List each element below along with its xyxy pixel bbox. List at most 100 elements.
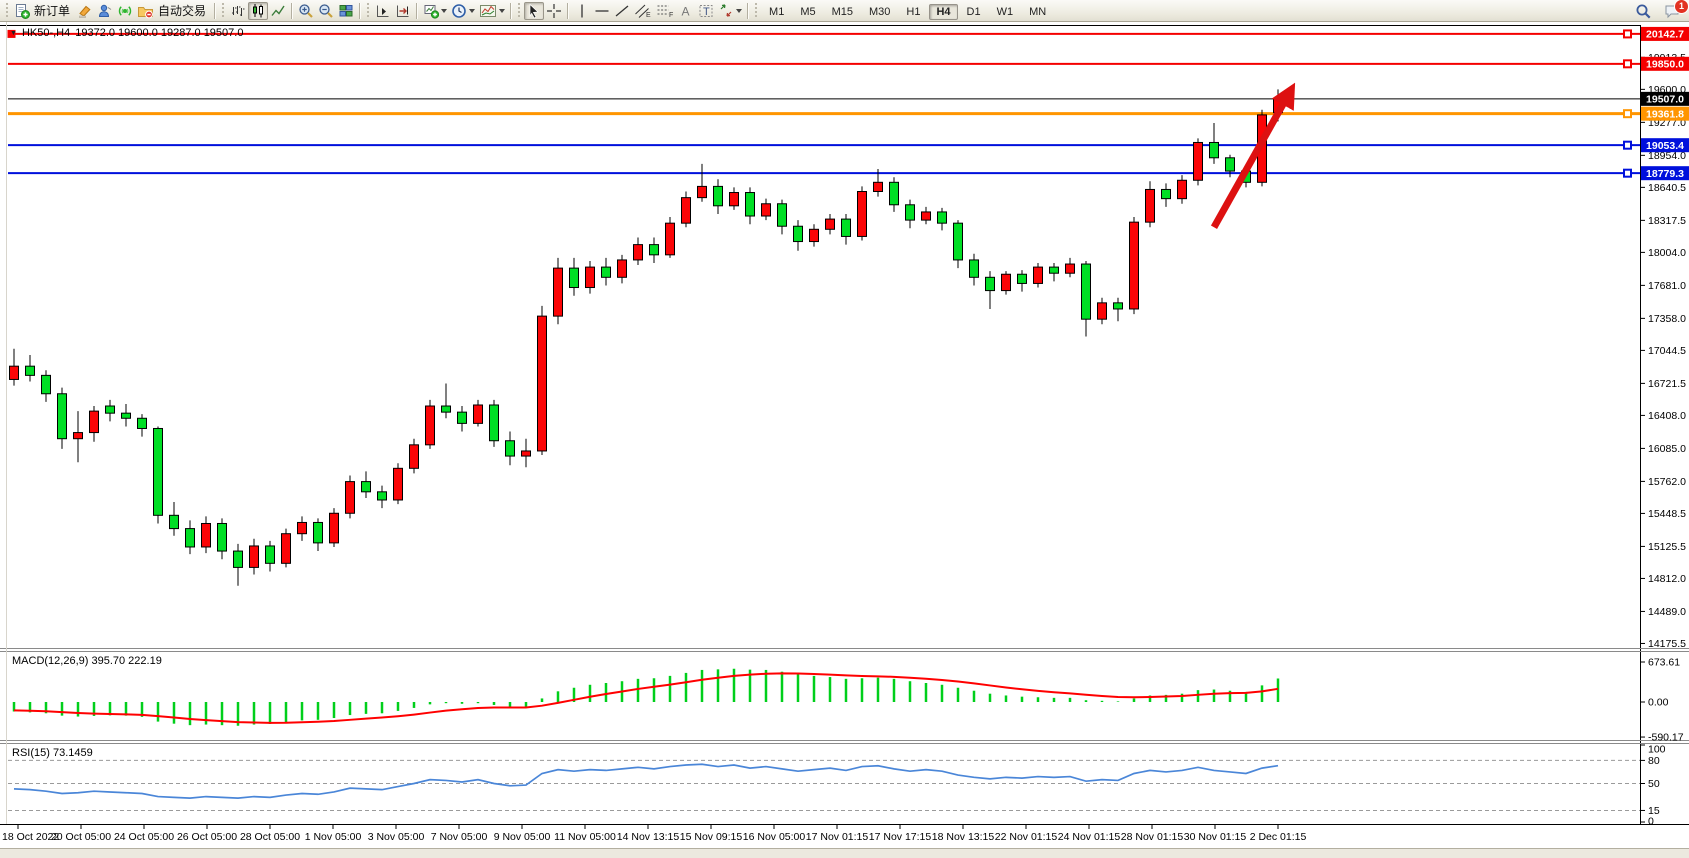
signals-button[interactable] [115,2,135,20]
chart-autoscroll-button[interactable] [393,2,413,20]
cursor-tool-button[interactable] [524,1,545,20]
hline-20142.7[interactable] [7,29,1640,39]
trend-arrow-annotation[interactable] [1210,82,1296,229]
horizontal-lines[interactable] [7,29,1640,178]
fibonacci-tool-button[interactable]: F [654,2,676,20]
tile-windows-button[interactable] [336,2,356,20]
svg-text:A: A [682,4,690,18]
crosshair-tool-button[interactable] [544,2,564,20]
candlestick-type-button[interactable] [248,1,269,20]
rsi-line [13,763,1279,799]
zoom-in-button[interactable] [296,2,316,20]
zoom-out-button[interactable] [316,2,336,20]
clock-periods-icon [452,3,466,18]
toolbar-grip[interactable] [5,3,10,18]
timeframe-H4-button[interactable]: H4 [929,3,958,20]
channel-tool-button[interactable]: E [632,2,654,20]
highlighter-button[interactable] [75,2,95,20]
chart-shift-icon [377,5,389,17]
hline-18779.3[interactable] [8,168,1640,178]
toolbar-grip[interactable] [366,3,372,18]
svg-text:24 Oct 05:00: 24 Oct 05:00 [114,831,174,843]
chart-canvas[interactable]: 19913.519600.019277.018954.018640.518317… [0,22,1689,848]
price-tag-19507.0: 19507.0 [1641,91,1689,106]
auto-trading-button[interactable] [135,2,156,20]
macd-indicator-label: MACD(12,26,9) 395.70 222.19 [12,655,162,667]
chart-template-icon [480,4,497,17]
svg-text:16 Nov 05:00: 16 Nov 05:00 [743,831,806,843]
hline-handle[interactable] [1623,109,1632,119]
search-button[interactable] [1633,2,1654,20]
auto-trading-label[interactable]: 自动交易 [158,4,207,18]
hline-19361.8[interactable] [8,109,1640,119]
toolbar-grip[interactable] [221,3,227,18]
timeframe-M1-button[interactable]: M1 [769,5,785,18]
profiles-button[interactable] [95,2,115,20]
chart-area[interactable]: 19913.519600.019277.018954.018640.518317… [0,22,1689,848]
hline-handle[interactable] [1623,59,1632,69]
timeframe-M30-button[interactable]: M30 [869,5,891,18]
toolbar-separator [416,2,419,19]
timeframe-M15-button[interactable]: M15 [831,5,853,18]
timeframe-D1-button[interactable]: D1 [966,5,981,18]
trendline-tool-button[interactable] [612,2,632,20]
svg-text:-590.17: -590.17 [1648,732,1684,744]
hline-handle[interactable] [1623,29,1632,39]
chart-shift-button[interactable] [373,2,393,20]
timeframe-M5-button[interactable]: M5 [800,5,816,18]
price-tag-19053.4: 19053.4 [1641,138,1689,153]
svg-text:22 Nov 01:15: 22 Nov 01:15 [995,831,1058,843]
timeframe-toolbar: M1 M5 M15 M30 H1 H4 D1 W1 MN [761,2,1054,20]
signal-broadcast-icon [118,5,132,16]
templates-dropdown-icon[interactable] [499,8,506,13]
svg-text:20142.7: 20142.7 [1646,29,1684,41]
periods-button[interactable] [449,2,477,20]
hline-handle[interactable] [1623,140,1632,150]
bar-chart-type-button[interactable] [228,2,248,20]
timeframe-H1-button[interactable]: H1 [906,5,921,18]
arrows-dropdown-icon[interactable] [736,8,743,13]
new-chart-button[interactable] [421,2,449,20]
new-chart-icon [424,4,440,19]
timeframe-W1-button[interactable]: W1 [996,5,1014,18]
periods-dropdown-icon[interactable] [469,8,476,13]
chart-collapse-icon[interactable]: ▼ [10,29,17,37]
hline-handle[interactable] [1623,168,1632,178]
toolbar-grip[interactable] [517,3,523,18]
svg-text:26 Oct 05:00: 26 Oct 05:00 [177,831,237,843]
svg-text:7 Nov 05:00: 7 Nov 05:00 [431,831,488,843]
svg-text:19361.8: 19361.8 [1646,108,1684,120]
rsi-indicator-label: RSI(15) 73.1459 [12,747,93,759]
horizontal-line-tool-button[interactable] [592,2,612,20]
vertical-line-icon [581,4,583,17]
templates-button[interactable] [477,2,507,20]
svg-text:14489.0: 14489.0 [1648,606,1686,618]
toolbar-grip[interactable] [754,3,760,18]
timeframe-MN-button[interactable]: MN [1029,5,1047,18]
svg-text:19850.0: 19850.0 [1646,59,1684,71]
vertical-line-tool-button[interactable] [572,2,592,20]
hline-19053.4[interactable] [8,140,1640,150]
svg-text:17 Nov 01:15: 17 Nov 01:15 [806,831,869,843]
arrow-objects-icon [720,3,732,17]
svg-text:18 Oct 2022: 18 Oct 2022 [2,831,59,843]
hline-handle[interactable] [7,29,16,38]
hline-19850.0[interactable] [8,59,1640,69]
new-chart-dropdown-icon[interactable] [441,8,448,13]
line-chart-type-button[interactable] [268,2,288,20]
svg-text:16408.0: 16408.0 [1648,410,1686,422]
profile-person-icon [99,4,112,17]
text-tool-button[interactable]: A [676,2,696,20]
cursor-arrow-icon [529,3,539,18]
svg-text:18954.0: 18954.0 [1648,150,1686,162]
arrows-tool-button[interactable] [716,2,744,20]
new-order-label[interactable]: 新订单 [34,4,71,18]
price-axis[interactable]: 19913.519600.019277.018954.018640.518317… [1640,26,1689,650]
equidistant-channel-icon: E [635,4,651,19]
new-order-button[interactable] [12,2,32,20]
bar-chart-icon [232,5,245,16]
text-label-tool-button[interactable]: T [696,2,716,20]
notifications-button[interactable]: 1 [1662,0,1689,20]
